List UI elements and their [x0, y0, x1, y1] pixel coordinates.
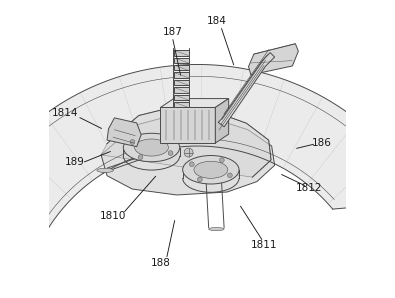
Polygon shape — [160, 99, 229, 108]
Circle shape — [198, 177, 202, 182]
Text: 1814: 1814 — [52, 108, 79, 118]
Polygon shape — [174, 80, 188, 85]
Circle shape — [168, 151, 173, 156]
Text: 184: 184 — [207, 16, 227, 27]
Ellipse shape — [182, 156, 239, 184]
Circle shape — [130, 139, 135, 144]
Polygon shape — [174, 72, 188, 78]
Polygon shape — [218, 53, 275, 127]
Polygon shape — [160, 108, 215, 143]
Text: 189: 189 — [64, 157, 85, 167]
Polygon shape — [101, 115, 275, 195]
Polygon shape — [174, 87, 188, 93]
Polygon shape — [174, 50, 188, 55]
Text: 1811: 1811 — [251, 240, 277, 250]
Text: 1812: 1812 — [295, 183, 322, 193]
Polygon shape — [174, 95, 188, 100]
Polygon shape — [174, 65, 188, 70]
Text: 188: 188 — [150, 258, 170, 268]
Circle shape — [228, 173, 232, 178]
Polygon shape — [0, 64, 395, 298]
Circle shape — [184, 148, 193, 157]
Circle shape — [160, 136, 165, 140]
Ellipse shape — [194, 161, 228, 178]
Polygon shape — [107, 118, 141, 147]
Polygon shape — [174, 58, 188, 63]
Circle shape — [190, 162, 194, 167]
Ellipse shape — [123, 133, 180, 162]
Text: 186: 186 — [312, 138, 332, 148]
Text: 187: 187 — [162, 27, 182, 37]
Circle shape — [138, 155, 143, 159]
Polygon shape — [174, 102, 188, 108]
Polygon shape — [101, 107, 271, 177]
Ellipse shape — [209, 228, 224, 231]
Polygon shape — [215, 99, 229, 143]
Circle shape — [220, 158, 224, 162]
Ellipse shape — [97, 168, 113, 173]
Ellipse shape — [135, 139, 168, 156]
Text: 1810: 1810 — [100, 211, 126, 221]
Polygon shape — [248, 44, 298, 75]
